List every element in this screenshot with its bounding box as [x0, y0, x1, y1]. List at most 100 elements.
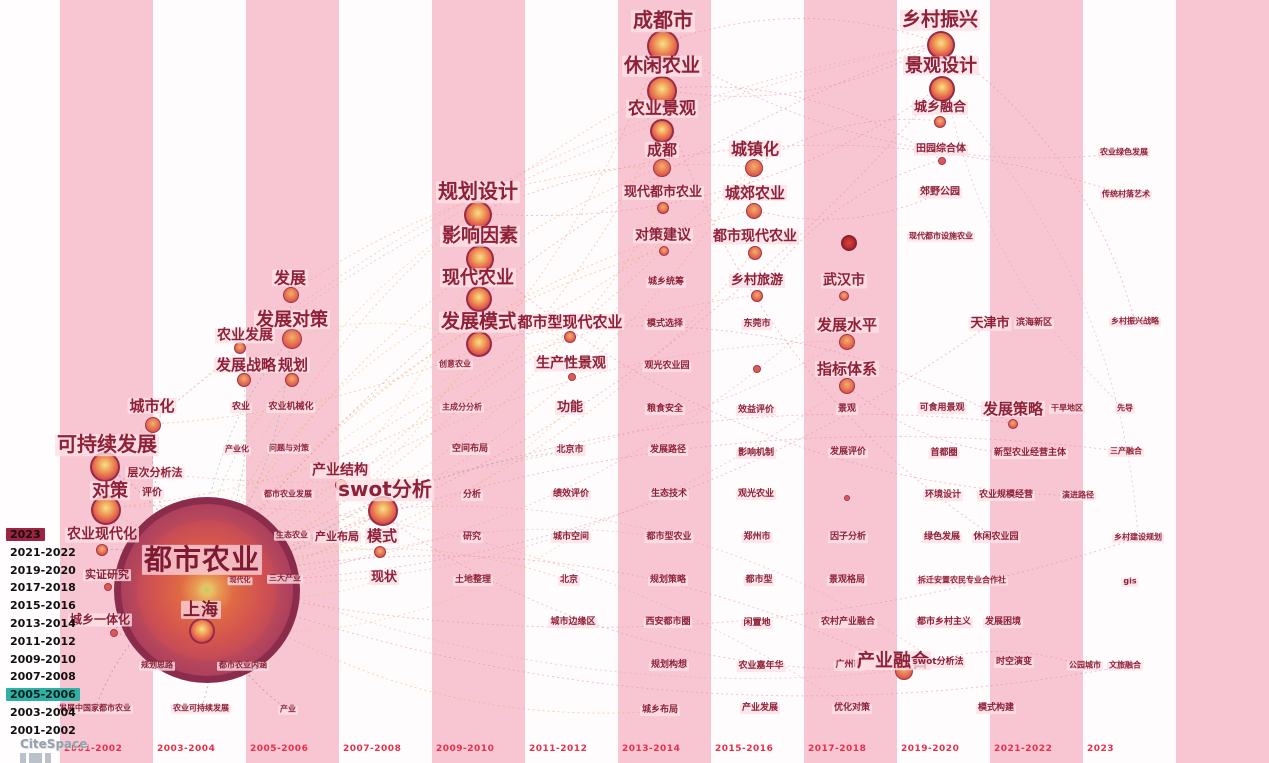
keyword-label[interactable]: 现状 — [368, 569, 400, 586]
keyword-node[interactable] — [938, 157, 946, 165]
keyword-label[interactable]: 研究 — [460, 532, 484, 543]
keyword-label[interactable]: 农业机械化 — [266, 402, 316, 413]
keyword-node[interactable] — [189, 618, 215, 644]
keyword-label[interactable]: 现代都市设施农业 — [907, 231, 975, 242]
keyword-label[interactable]: 规划构想 — [648, 660, 690, 671]
keyword-label[interactable]: 因子分析 — [827, 532, 869, 543]
keyword-label[interactable]: 主成分分析 — [440, 402, 484, 413]
keyword-label[interactable]: 功能 — [554, 399, 586, 416]
keyword-label[interactable]: 环境设计 — [922, 490, 964, 501]
keyword-label[interactable]: 滨海新区 — [1013, 318, 1055, 329]
keyword-node[interactable] — [90, 452, 120, 482]
keyword-label[interactable]: 发展评价 — [827, 447, 869, 458]
keyword-label[interactable]: swot分析法 — [910, 657, 966, 668]
keyword-label[interactable]: 先导 — [1115, 403, 1135, 414]
keyword-label[interactable]: 休闲农业园 — [971, 532, 1021, 543]
keyword-node[interactable] — [659, 246, 669, 256]
keyword-label[interactable]: 北京 — [557, 575, 581, 586]
keyword-node[interactable] — [234, 342, 246, 354]
keyword-label[interactable]: 发展对策 — [254, 309, 330, 331]
keyword-label[interactable]: 指标体系 — [814, 359, 880, 378]
keyword-label[interactable]: 对策建议 — [633, 227, 693, 244]
keyword-node[interactable] — [844, 495, 850, 501]
keyword-label[interactable]: 对策 — [90, 480, 130, 502]
keyword-label[interactable]: 乡村振兴 — [899, 8, 981, 31]
keyword-node[interactable] — [145, 417, 161, 433]
keyword-node[interactable] — [110, 629, 118, 637]
keyword-label[interactable]: 城市空间 — [550, 532, 592, 543]
keyword-label[interactable]: 产业结构 — [310, 462, 370, 479]
keyword-label[interactable]: swot分析 — [336, 477, 434, 502]
keyword-label[interactable]: 现代都市农业 — [621, 184, 705, 201]
keyword-label[interactable]: 城乡一体化 — [67, 612, 133, 627]
keyword-label[interactable]: 休闲农业 — [621, 54, 703, 77]
keyword-label[interactable]: 发展困境 — [982, 617, 1024, 628]
keyword-label[interactable]: 都市农业发展 — [262, 489, 314, 500]
keyword-label[interactable]: 公园城市 — [1067, 660, 1103, 671]
keyword-label[interactable]: 城镇化 — [728, 139, 782, 159]
keyword-label[interactable]: 都市乡村主义 — [914, 617, 974, 628]
keyword-label[interactable]: 田园综合体 — [914, 143, 968, 156]
keyword-label[interactable]: 生态技术 — [648, 489, 690, 500]
keyword-label[interactable]: 规划策略 — [647, 575, 689, 586]
keyword-label[interactable]: 北京市 — [554, 445, 586, 456]
keyword-label[interactable]: 发展 — [271, 268, 309, 288]
keyword-label[interactable]: 土地整理 — [452, 575, 494, 586]
keyword-label[interactable]: 发展策略 — [980, 399, 1046, 418]
keyword-node[interactable] — [104, 583, 112, 591]
keyword-label[interactable]: 农业景观 — [626, 98, 698, 119]
keyword-node[interactable] — [466, 331, 492, 357]
keyword-label[interactable]: 产业发展 — [739, 703, 781, 714]
keyword-label[interactable]: 农业嘉年华 — [736, 661, 786, 672]
keyword-label[interactable]: 三大产业 — [267, 573, 303, 584]
keyword-label[interactable]: 可持续发展 — [55, 432, 159, 457]
keyword-label[interactable]: gis — [1121, 576, 1139, 587]
keyword-label[interactable]: 模式构建 — [975, 703, 1017, 714]
keyword-label[interactable]: 产业 — [278, 704, 298, 715]
keyword-label[interactable]: 郑州市 — [741, 532, 773, 543]
keyword-label[interactable]: 问题与对策 — [267, 443, 311, 454]
keyword-label[interactable]: 绩效评价 — [550, 489, 592, 500]
keyword-label[interactable]: 效益评价 — [735, 405, 777, 416]
keyword-label[interactable]: 城乡融合 — [911, 99, 969, 116]
keyword-label[interactable]: 城市化 — [127, 396, 177, 415]
keyword-node[interactable] — [839, 334, 855, 350]
keyword-label[interactable]: 城乡统筹 — [645, 277, 687, 288]
keyword-label[interactable]: 生产性景观 — [534, 355, 608, 372]
keyword-label[interactable]: 空间布局 — [449, 444, 491, 455]
keyword-label[interactable]: 影响机制 — [735, 448, 777, 459]
keyword-node[interactable] — [839, 291, 849, 301]
keyword-label[interactable]: 天津市 — [968, 315, 1012, 332]
keyword-label[interactable]: 产业化 — [223, 444, 251, 455]
keyword-node[interactable] — [745, 159, 763, 177]
keyword-label[interactable]: 可食用景观 — [917, 403, 967, 414]
keyword-label[interactable]: 都市型 — [743, 575, 775, 586]
keyword-label[interactable]: 农业可持续发展 — [171, 703, 231, 714]
keyword-label[interactable]: 观光农业园 — [642, 361, 692, 372]
keyword-label[interactable]: 新型农业经营主体 — [991, 448, 1069, 459]
keyword-label[interactable]: 景观设计 — [903, 55, 979, 77]
keyword-label[interactable]: 产业布局 — [313, 530, 361, 544]
keyword-label[interactable]: 发展路径 — [647, 445, 689, 456]
keyword-label[interactable]: 影响因素 — [439, 224, 521, 247]
keyword-label[interactable]: 农村产业融合 — [818, 617, 878, 628]
keyword-label[interactable]: 闲置地 — [741, 618, 773, 629]
keyword-label[interactable]: 农业发展 — [215, 327, 275, 344]
keyword-label[interactable]: 农业规模经营 — [976, 490, 1036, 501]
keyword-label[interactable]: 模式 — [364, 526, 400, 545]
keyword-label[interactable]: 拆迁安置农民专业合作社 — [916, 575, 1008, 586]
keyword-node[interactable] — [839, 378, 855, 394]
keyword-label[interactable]: 乡村振兴战略 — [1109, 316, 1161, 327]
keyword-label[interactable]: 成都 — [644, 140, 680, 159]
keyword-label[interactable]: 观光农业 — [735, 489, 777, 500]
keyword-label[interactable]: 文旅融合 — [1107, 660, 1143, 671]
keyword-label[interactable]: 上海 — [181, 599, 221, 620]
keyword-label[interactable]: 粮食安全 — [644, 404, 686, 415]
keyword-label[interactable]: 传统村落艺术 — [1100, 189, 1152, 200]
keyword-node[interactable] — [653, 159, 671, 177]
keyword-label[interactable]: 东莞市 — [741, 319, 773, 330]
keyword-node[interactable] — [650, 119, 674, 143]
keyword-node[interactable] — [283, 287, 299, 303]
keyword-label[interactable]: 规划 — [275, 355, 311, 374]
keyword-label[interactable]: 时空演变 — [993, 657, 1035, 668]
